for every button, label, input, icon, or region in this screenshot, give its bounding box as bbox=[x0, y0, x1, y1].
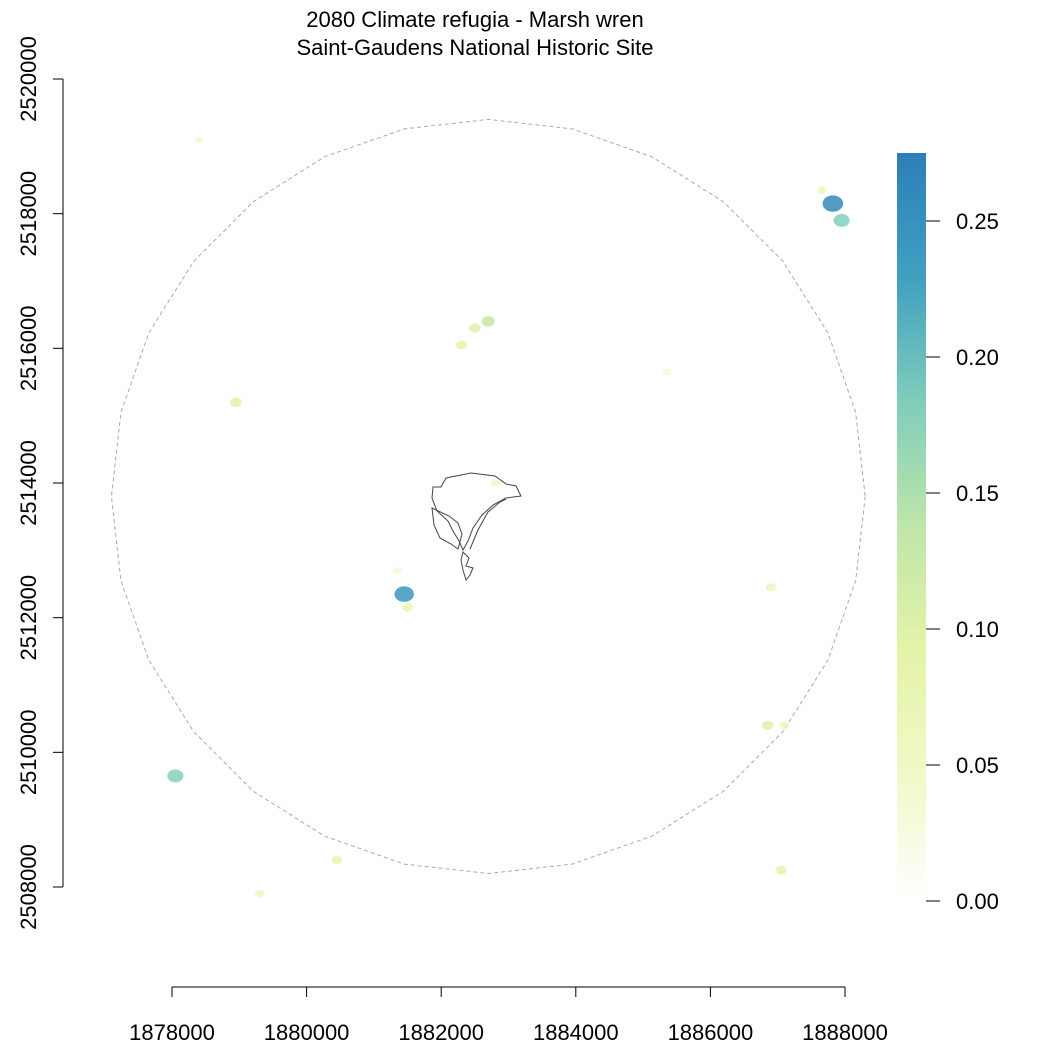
y-tick-label: 2516000 bbox=[16, 306, 41, 392]
habitat-patch bbox=[402, 603, 413, 612]
park-boundary-west bbox=[431, 507, 463, 550]
colorbar-ticks: 0.00 0.05 0.10 0.15 0.20 0.25 bbox=[926, 209, 999, 914]
color-legend: 0.00 0.05 0.10 0.15 0.20 0.25 bbox=[897, 153, 999, 914]
y-tick-label: 2508000 bbox=[16, 844, 41, 930]
habitat-patch bbox=[254, 889, 265, 898]
y-tick-label: 2514000 bbox=[16, 440, 41, 526]
colorbar-tick-label: 0.20 bbox=[956, 345, 999, 370]
x-tick-label: 1886000 bbox=[668, 1020, 754, 1045]
habitat-patch bbox=[822, 195, 844, 212]
map-area bbox=[110, 118, 866, 898]
park-boundary-south bbox=[460, 551, 474, 582]
y-tick-label: 2512000 bbox=[16, 575, 41, 661]
colorbar-tick-label: 0.00 bbox=[956, 889, 999, 914]
y-ticks: 2508000 2510000 2512000 2514000 2516000 25180… bbox=[16, 36, 63, 930]
buffer-circle bbox=[110, 118, 866, 875]
habitat-patch bbox=[469, 323, 481, 333]
y-tick-label: 2520000 bbox=[16, 36, 41, 122]
axes: 1878000 1880000 1882000 1884000 1886000 18880… bbox=[16, 36, 888, 1045]
habitat-patch bbox=[455, 340, 467, 350]
habitat-patch bbox=[490, 479, 500, 487]
x-tick-label: 1880000 bbox=[264, 1020, 350, 1045]
habitat-patch bbox=[662, 368, 671, 376]
habitat-patch bbox=[331, 855, 343, 865]
colorbar-tick-label: 0.05 bbox=[956, 753, 999, 778]
x-tick-label: 1888000 bbox=[802, 1020, 888, 1045]
x-tick-label: 1882000 bbox=[398, 1020, 484, 1045]
x-ticks: 1878000 1880000 1882000 1884000 1886000 18880… bbox=[129, 987, 888, 1045]
colorbar-tick-label: 0.25 bbox=[956, 209, 999, 234]
colorbar-tick-label: 0.15 bbox=[956, 481, 999, 506]
habitat-patch bbox=[833, 213, 850, 227]
x-tick-label: 1878000 bbox=[129, 1020, 215, 1045]
habitat-patch bbox=[766, 583, 776, 592]
chart-title: 2080 Climate refugia - Marsh wren Saint-… bbox=[0, 6, 950, 62]
colorbar bbox=[897, 153, 926, 901]
habitat-patch bbox=[761, 720, 774, 731]
habitat-patch bbox=[394, 586, 414, 602]
habitat-patch bbox=[779, 721, 790, 730]
park-boundary-main bbox=[431, 472, 522, 552]
habitat-patch bbox=[167, 769, 184, 783]
y-tick-label: 2518000 bbox=[16, 171, 41, 257]
park-boundary-road bbox=[469, 498, 507, 550]
habitat-patch bbox=[816, 186, 827, 194]
x-tick-label: 1884000 bbox=[533, 1020, 619, 1045]
habitat-patches bbox=[167, 136, 850, 898]
y-tick-label: 2510000 bbox=[16, 710, 41, 796]
habitat-patch bbox=[775, 865, 787, 875]
colorbar-tick-label: 0.10 bbox=[956, 617, 999, 642]
title-line-2: Saint-Gaudens National Historic Site bbox=[296, 35, 654, 60]
habitat-patch bbox=[481, 316, 495, 327]
habitat-patch bbox=[393, 567, 402, 574]
title-line-1: 2080 Climate refugia - Marsh wren bbox=[306, 7, 644, 32]
habitat-patch bbox=[230, 397, 242, 407]
habitat-patch bbox=[194, 136, 204, 143]
park-boundary bbox=[431, 472, 522, 582]
